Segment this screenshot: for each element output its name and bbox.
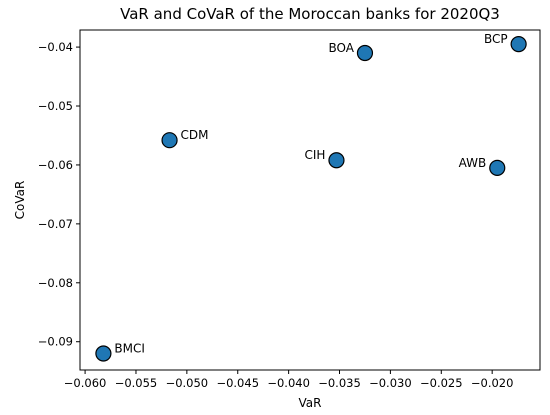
y-axis-label: CoVaR	[13, 181, 27, 220]
x-tick-label: −0.040	[267, 376, 310, 390]
point-label-awb: AWB	[459, 156, 487, 170]
point-label-cih: CIH	[305, 148, 326, 162]
y-tick-label: −0.09	[38, 335, 73, 349]
x-tick-label: −0.020	[471, 376, 514, 390]
point-bcp	[510, 36, 527, 53]
point-awb	[489, 159, 506, 176]
y-tick-label: −0.06	[38, 158, 73, 172]
plot-frame	[79, 29, 541, 371]
point-cih	[328, 152, 345, 169]
point-label-bmci: BMCI	[114, 342, 145, 356]
data-points: BCP BOA CDM CIH AWB BMCI	[95, 32, 527, 362]
y-tick-label: −0.08	[38, 276, 73, 290]
point-bmci	[95, 345, 112, 362]
y-tick-label: −0.04	[38, 40, 73, 54]
x-tick-label: −0.045	[216, 376, 259, 390]
point-label-bcp: BCP	[484, 32, 508, 46]
x-tick-label: −0.060	[64, 376, 107, 390]
x-tick-label: −0.050	[166, 376, 209, 390]
x-axis-label: VaR	[299, 396, 322, 410]
x-tick-label: −0.025	[420, 376, 463, 390]
point-label-cdm: CDM	[181, 128, 209, 142]
x-tick-label: −0.035	[318, 376, 361, 390]
point-cdm	[161, 132, 178, 149]
y-tick-label: −0.07	[38, 217, 73, 231]
point-boa	[356, 44, 374, 62]
x-tick-label: −0.055	[115, 376, 158, 390]
x-tick-label: −0.030	[369, 376, 412, 390]
chart-title: VaR and CoVaR of the Moroccan banks for …	[120, 5, 500, 23]
y-tick-label: −0.05	[38, 99, 73, 113]
axes: −0.060 −0.055 −0.050 −0.045 −0.040 −0.035 −0.0…	[38, 40, 514, 390]
point-label-boa: BOA	[328, 41, 354, 55]
